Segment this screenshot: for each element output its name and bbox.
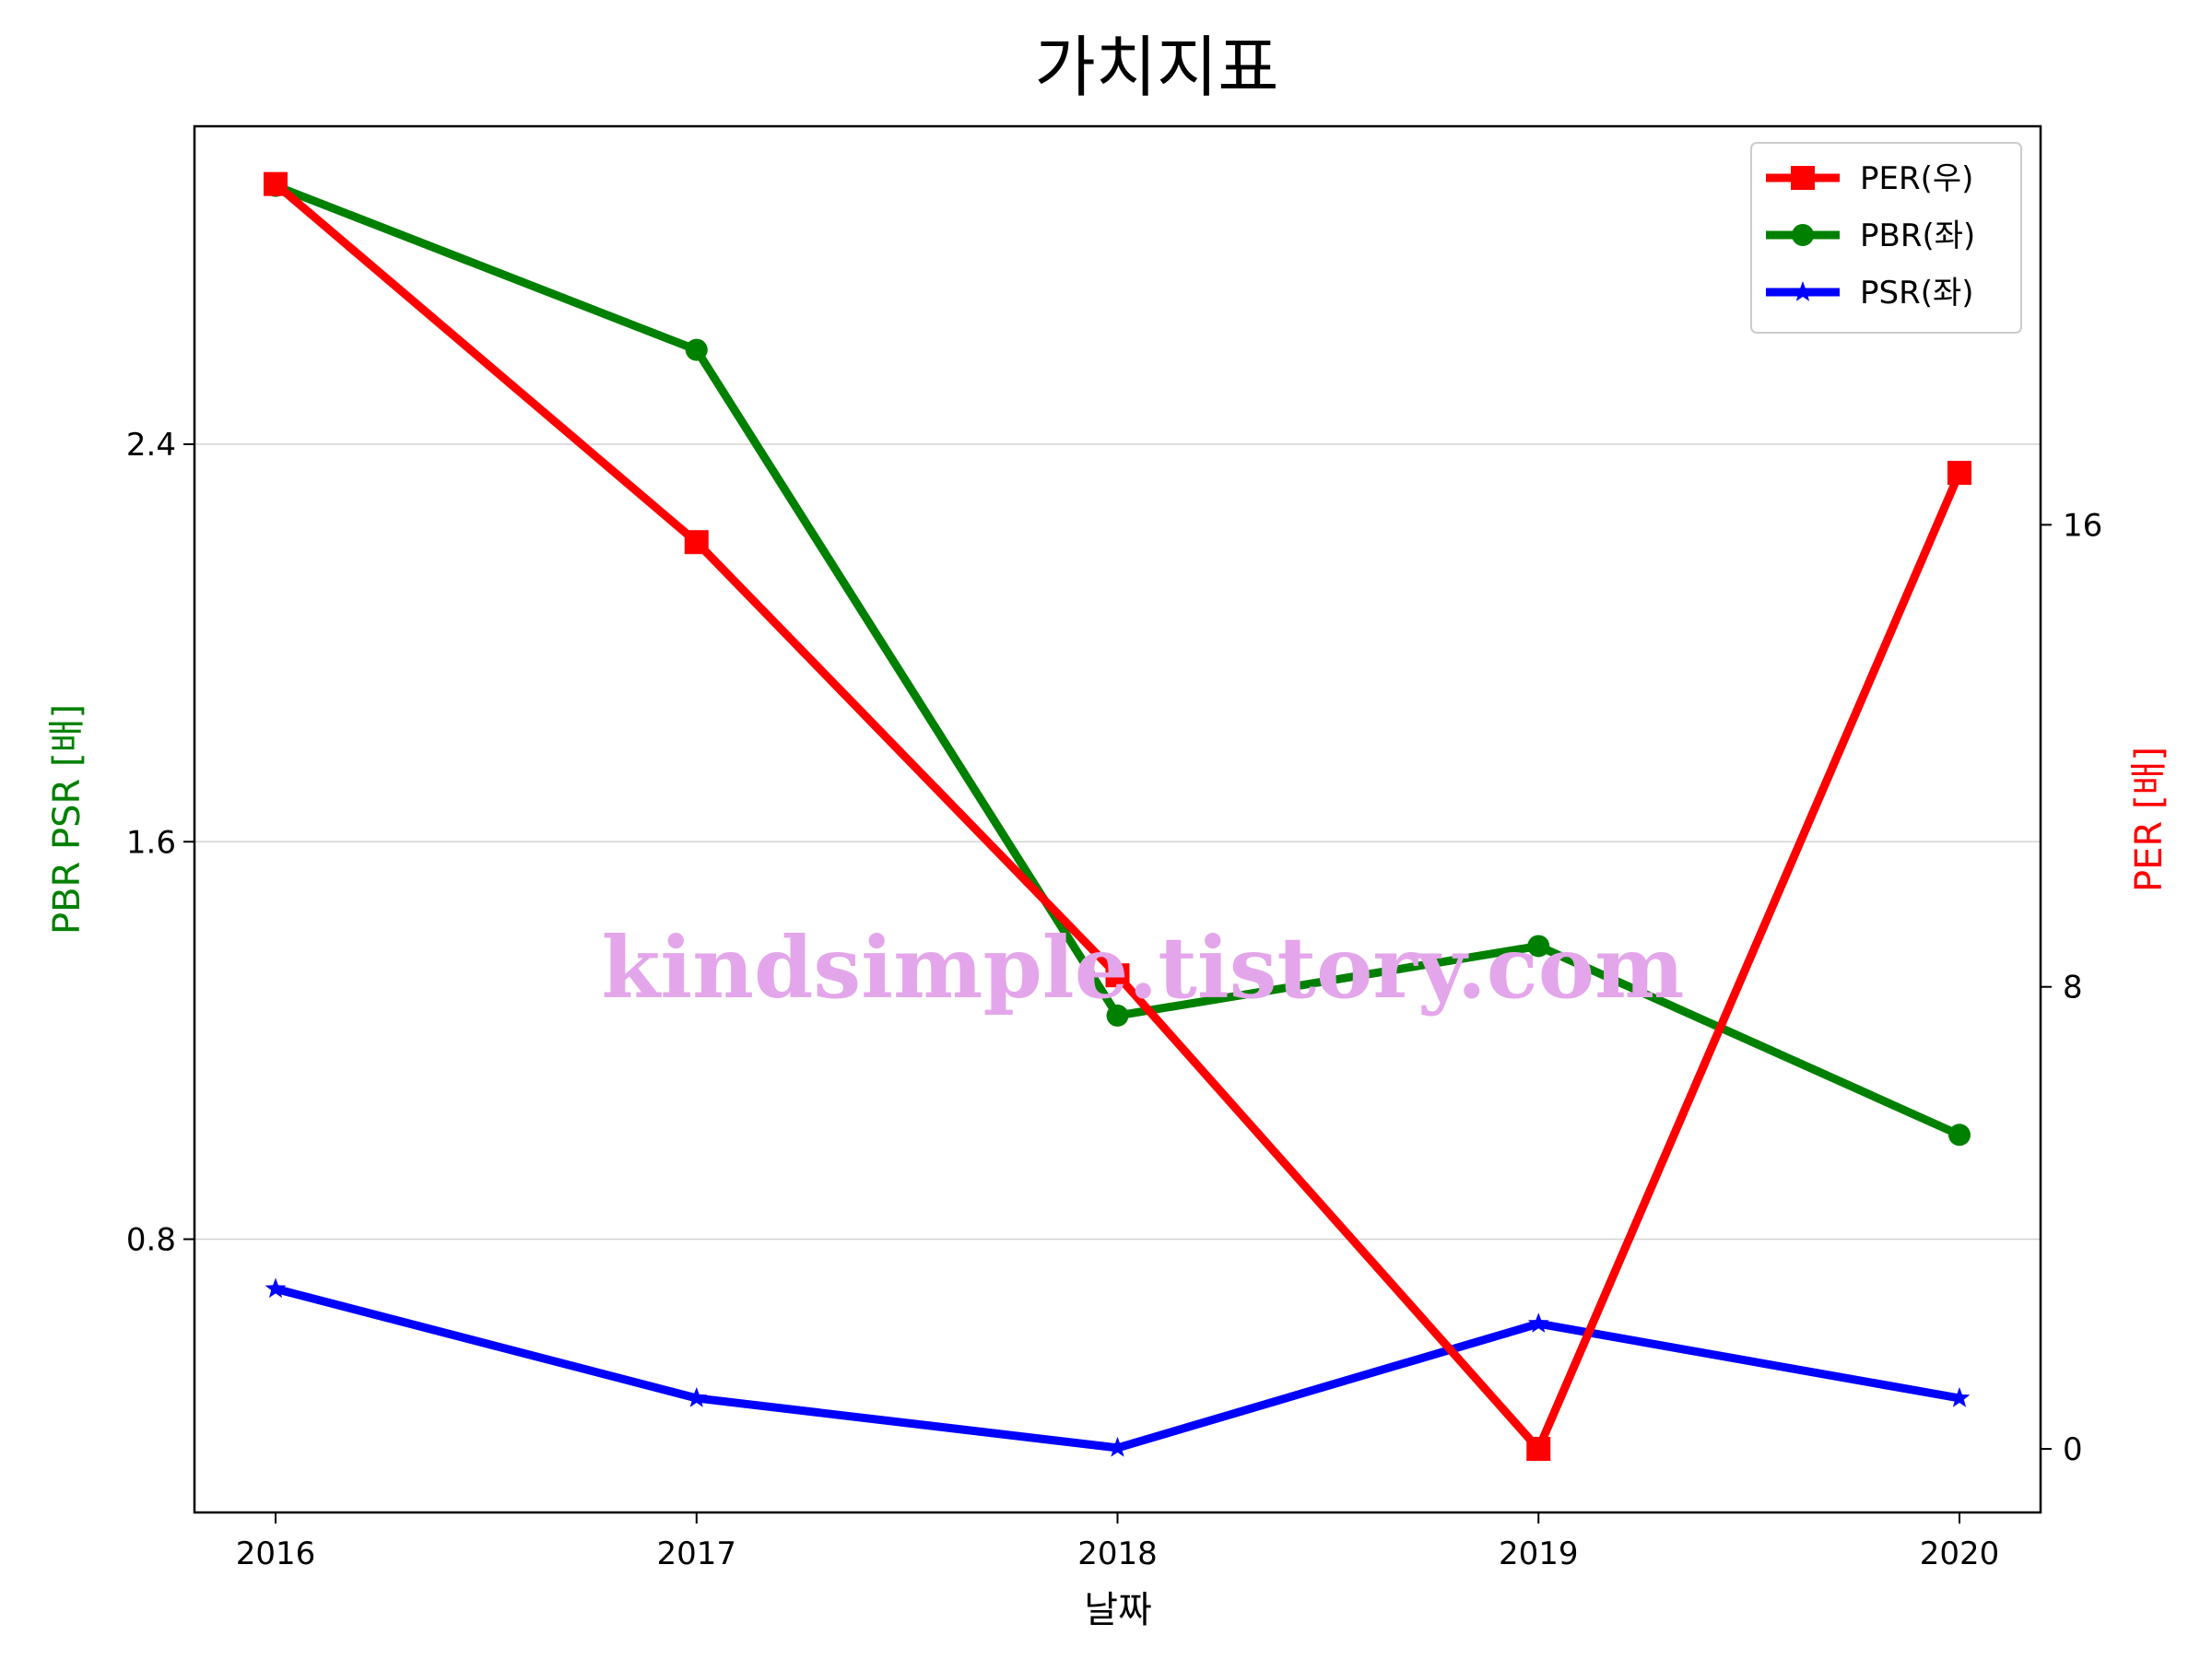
y-left-tick-label: 1.6 — [126, 824, 176, 861]
x-tick-label: 2018 — [1077, 1535, 1158, 1572]
data-point-pbr — [1106, 1004, 1129, 1027]
data-point-psr — [1527, 1312, 1549, 1333]
y-axis-right-title: PER [배] — [2128, 747, 2171, 892]
data-point-pbr — [1948, 1124, 1971, 1147]
axes: 2016 2017 2018 2019 2020 0.8 1.6 2.4 0 8 16 — [126, 427, 2102, 1572]
x-tick-label: 2020 — [1920, 1535, 2000, 1572]
legend-box — [1750, 142, 2022, 334]
legend-marker-per — [1791, 166, 1815, 190]
grid — [194, 443, 2041, 1241]
x-tick-label: 2019 — [1499, 1535, 1579, 1572]
x-tick-label: 2016 — [236, 1535, 316, 1572]
data-point-per — [1947, 461, 1971, 485]
legend-label-per: PER(우) — [1860, 160, 1973, 197]
data-point-psr — [686, 1387, 708, 1407]
data-point-per — [1526, 1437, 1551, 1462]
chart-title: 가치지표 — [1035, 29, 1279, 106]
y-right-tick-label: 16 — [2063, 507, 2102, 544]
y-left-tick-label: 0.8 — [126, 1222, 176, 1259]
watermark-text: kindsimple.tistory.com — [601, 918, 1684, 1018]
data-point-pbr — [685, 338, 708, 361]
y-left-tick-label: 2.4 — [126, 427, 176, 464]
y-right-tick-label: 8 — [2063, 970, 2083, 1006]
data-point-per — [1105, 963, 1130, 988]
series-layer — [264, 171, 1971, 1462]
data-point-per — [264, 171, 288, 196]
legend-label-psr: PSR(좌) — [1860, 275, 1974, 312]
legend-marker-psr — [1792, 281, 1814, 301]
data-point-psr — [1948, 1387, 1971, 1407]
data-point-psr — [265, 1277, 287, 1299]
data-point-psr — [1107, 1436, 1128, 1457]
y-axis-left-title: PBR PSR [배] — [46, 704, 88, 935]
data-point-per — [684, 530, 709, 555]
data-point-pbr — [1527, 935, 1550, 958]
x-tick-label: 2017 — [656, 1535, 736, 1572]
legend: PER(우) PBR(좌) PSR(좌) — [1750, 142, 2022, 334]
legend-label-pbr: PBR(좌) — [1860, 218, 1975, 254]
legend-marker-pbr — [1792, 224, 1814, 246]
y-right-tick-label: 0 — [2063, 1431, 2083, 1468]
x-axis-title: 날짜 — [1084, 1589, 1152, 1631]
